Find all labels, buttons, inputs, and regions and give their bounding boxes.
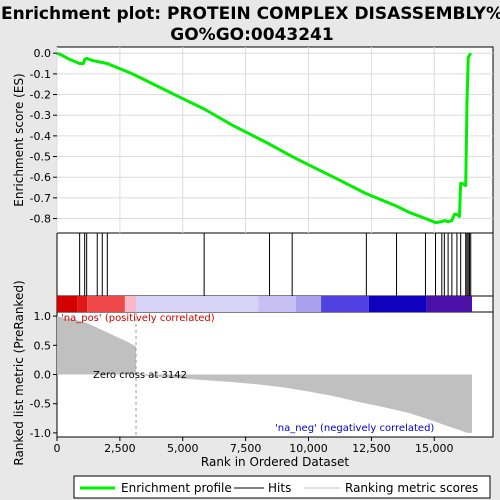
heat-segment-9 <box>426 296 472 312</box>
legend-hits-label: Hits <box>268 481 291 495</box>
heat-segment-5 <box>258 296 296 312</box>
es-line <box>56 51 473 225</box>
es-ytick-label-4: -0.4 <box>30 130 51 143</box>
xtick-label-2: 5,000 <box>167 442 199 455</box>
xtick-label-0: 0 <box>54 442 61 455</box>
zero-cross-label: Zero cross at 3142 <box>93 370 187 381</box>
metric-ytick-label-2: 0.0 <box>34 369 52 382</box>
metric-y-axis-label: Ranked list metric (PreRanked) <box>12 280 26 465</box>
positive-correlation-label: 'na_pos' (positively correlated) <box>61 313 215 324</box>
hits-panel <box>56 232 494 297</box>
es-ytick-label-0: 0.0 <box>34 47 52 60</box>
heat-segment-0 <box>57 296 78 312</box>
metric-ytick-label-1: 0.5 <box>34 339 52 352</box>
axes: 0.0 -0.1 -0.2 -0.3 -0.4 -0.5 -0.6 -0.7 -0.8 1.0 0.… <box>30 47 454 455</box>
negative-correlation-label: 'na_neg' (negatively correlated) <box>275 423 434 434</box>
heat-segment-7 <box>321 296 369 312</box>
chart-title-line-2: GO%GO:0043241 <box>170 25 333 45</box>
heat-segment-1 <box>77 296 88 312</box>
ranking-metric-area <box>57 312 472 437</box>
es-ytick-label-3: -0.3 <box>30 109 51 122</box>
heat-segment-6 <box>295 296 322 312</box>
es-panel <box>56 46 494 234</box>
heat-segment-4 <box>136 296 259 312</box>
xtick-label-5: 12,500 <box>352 442 391 455</box>
es-ytick-label-8: -0.8 <box>30 213 51 226</box>
hit-markers <box>79 233 472 296</box>
es-ytick-label-6: -0.6 <box>30 171 51 184</box>
legend-box <box>73 475 491 499</box>
es-gridlines <box>56 47 493 233</box>
heat-segment-8 <box>368 296 427 312</box>
es-ytick-label-1: -0.1 <box>30 68 51 81</box>
es-y-axis-label: Enrichment score (ES) <box>12 73 26 206</box>
metric-ytick-label-0: 1.0 <box>34 310 52 323</box>
xtick-label-3: 7,500 <box>230 442 262 455</box>
x-axis-label: Rank in Ordered Dataset <box>201 455 349 469</box>
legend-es-label: Enrichment profile <box>121 481 232 495</box>
heat-segment-3 <box>124 296 137 312</box>
heat-segment-2 <box>87 296 125 312</box>
metric-area <box>57 316 472 433</box>
enrichment-profile <box>56 51 473 225</box>
es-ytick-label-7: -0.7 <box>30 192 51 205</box>
chart-title-line-1: Enrichment plot: PROTEIN COMPLEX DISASSE… <box>1 4 500 24</box>
es-ytick-label-2: -0.2 <box>30 89 51 102</box>
xtick-label-1: 2,500 <box>104 442 136 455</box>
legend-metric-label: Ranking metric scores <box>345 481 478 495</box>
rank-heatmap <box>57 296 472 312</box>
xtick-label-6: 15,000 <box>415 442 454 455</box>
es-ytick-label-5: -0.5 <box>30 151 51 164</box>
metric-ytick-label-4: -1.0 <box>30 427 51 440</box>
metric-ytick-label-3: -0.5 <box>30 398 51 411</box>
xtick-label-4: 10,000 <box>289 442 328 455</box>
